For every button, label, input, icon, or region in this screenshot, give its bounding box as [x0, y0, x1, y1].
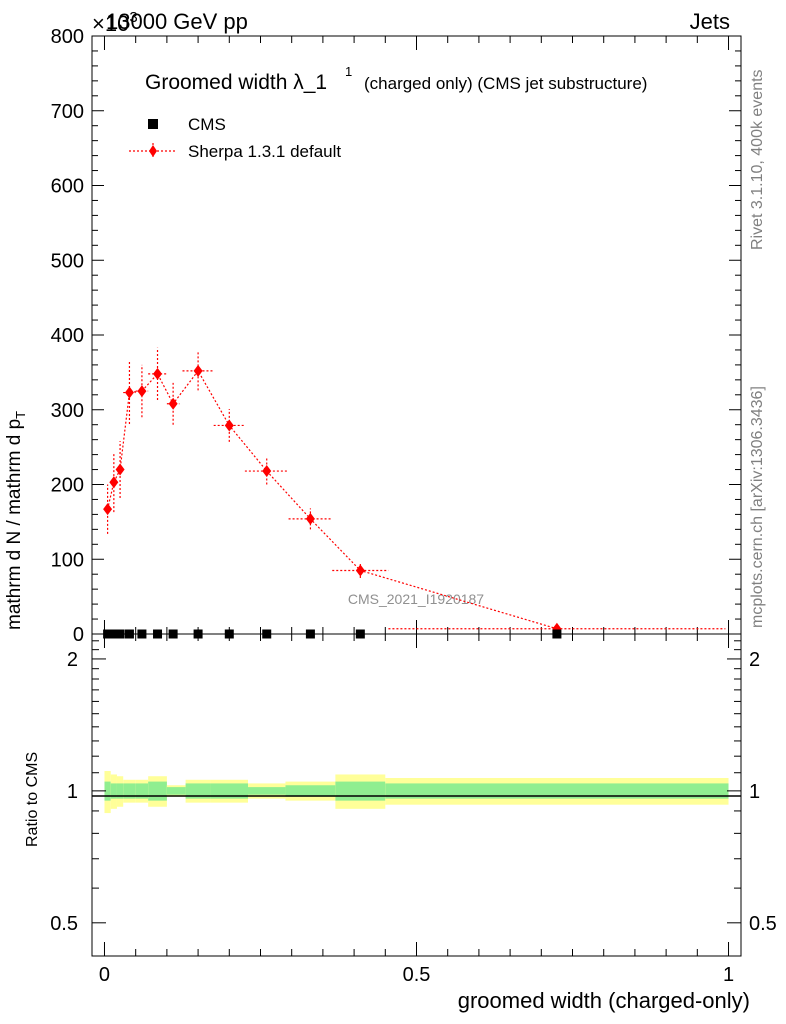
legend-title-suffix: (charged only) (CMS jet substructure) [364, 74, 647, 93]
mc-line [107, 369, 558, 630]
mc-point [224, 419, 234, 432]
main-y-tick-label: 500 [51, 250, 84, 272]
mc-point [355, 564, 365, 577]
ratio-band-inner [248, 787, 286, 795]
legend-title: Groomed width λ_1 [145, 71, 327, 94]
ratio-band-inner [385, 783, 729, 799]
ratio-band-inner [110, 783, 117, 799]
ratio-band-inner [148, 781, 167, 801]
category-label: Jets [690, 9, 730, 34]
ratio-y-tick-label: 1 [67, 781, 78, 803]
energy-label: 13000 GeV pp [106, 9, 248, 34]
mc-point [124, 386, 134, 399]
ratio-band-inner [185, 783, 211, 799]
ratio-band-inner [116, 783, 124, 799]
x-tick-label: 0 [99, 964, 110, 986]
x-tick-label: 1 [723, 964, 734, 986]
main-y-tick-label: 400 [51, 325, 84, 347]
ratio-y-tick-label-right: 2 [749, 649, 760, 671]
main-x-ticks [103, 36, 730, 634]
mc-point [168, 397, 178, 410]
main-y-tick-label: 300 [51, 400, 84, 422]
main-y-tick-label: 0 [73, 624, 84, 646]
mc-point [109, 476, 119, 489]
ratio-band-inner [104, 781, 111, 801]
ratio-x-ticks: 0 0.5 1 [99, 634, 734, 986]
main-y-tick-label: 700 [51, 101, 84, 123]
main-y-tick-label: 100 [51, 549, 84, 571]
ratio-band-inner [135, 783, 149, 799]
ratio-y-title: Ratio to CMS [24, 752, 41, 847]
ratio-y-tick-label-right: 0.5 [749, 913, 777, 935]
rivet-label: Rivet 3.1.10, 400k events [749, 69, 766, 250]
mc-point [305, 512, 315, 525]
mc-point [193, 364, 203, 377]
ratio-band-inner [166, 787, 186, 795]
legend-title-superscript: 1 [345, 64, 352, 79]
mc-point [103, 503, 113, 516]
x-axis-title: groomed width (charged-only) [458, 988, 750, 1013]
main-y-tick-label: 800 [51, 26, 84, 48]
legend-cms-marker [148, 119, 158, 129]
ratio-bands [104, 771, 729, 814]
legend-mc-marker [149, 145, 157, 157]
ratio-y-ticks: 0.5 0.5 1 1 2 2 [50, 640, 777, 935]
ratio-band-inner [335, 781, 386, 801]
exponent-label: ×103 [92, 9, 138, 36]
mc-point [115, 463, 125, 476]
mc-point [137, 385, 147, 398]
main-y-ticks: 0 100 200 300 400 500 600 700 800 [51, 26, 741, 646]
analysis-id: CMS_2021_I1920187 [348, 591, 484, 607]
y-title-part-1: mathrm d N / mathrm d pT [4, 411, 28, 630]
mc-point [262, 465, 272, 478]
main-y-tick-label: 600 [51, 176, 84, 198]
ratio-band-inner [210, 783, 249, 799]
ratio-band-inner [123, 783, 136, 799]
ratio-band-inner [285, 785, 336, 797]
legend-mc-label: Sherpa 1.3.1 default [188, 142, 341, 161]
legend-cms-label: CMS [188, 115, 226, 134]
legend: Groomed width λ_1 1 (charged only) (CMS … [129, 64, 647, 161]
x-tick-label: 0.5 [403, 964, 431, 986]
ratio-y-tick-label-right: 1 [749, 781, 760, 803]
ratio-y-tick-label: 0.5 [50, 913, 78, 935]
ratio-y-tick-label: 2 [67, 649, 78, 671]
mcplots-label: mcplots.cern.ch [arXiv:1306.3436] [749, 386, 766, 628]
mc-point [153, 367, 163, 380]
main-y-tick-label: 200 [51, 475, 84, 497]
y-axis-title: mathrm d N / mathrm d pT [4, 411, 28, 630]
